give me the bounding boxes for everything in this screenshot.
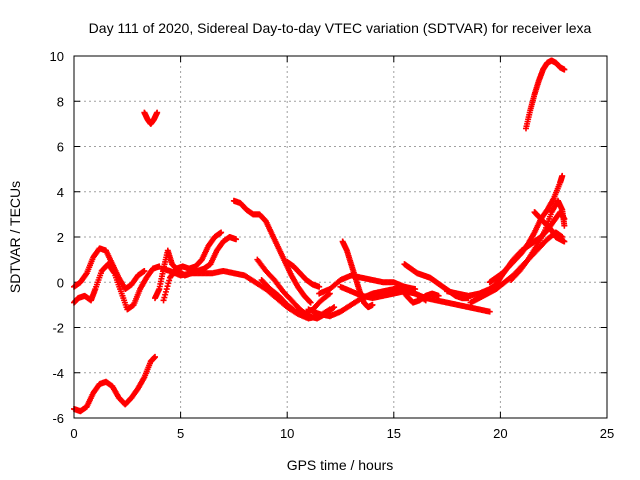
data-point: [316, 283, 323, 290]
data-point: [141, 267, 148, 274]
y-tick-label: 2: [57, 230, 64, 245]
x-tick-label: 25: [600, 426, 614, 441]
data-points: [71, 57, 568, 415]
series-arc-16: [397, 283, 442, 306]
y-tick-label: -2: [52, 321, 64, 336]
x-tick-label: 15: [387, 426, 401, 441]
y-axis-label: SDTVAR / TECUs: [7, 181, 23, 293]
data-point: [486, 308, 493, 315]
y-tick-label: 8: [57, 94, 64, 109]
y-tick-label: 0: [57, 275, 64, 290]
data-point: [307, 299, 314, 306]
data-point: [152, 353, 159, 360]
data-point: [233, 236, 240, 243]
data-point: [218, 229, 225, 236]
data-point: [330, 304, 337, 311]
y-tick-label: 6: [57, 140, 64, 155]
y-tick-label: 10: [50, 49, 64, 64]
x-tick-label: 20: [493, 426, 507, 441]
y-tick-label: -4: [52, 366, 64, 381]
series-arc-4: [141, 109, 161, 127]
y-tick-label: 4: [57, 185, 64, 200]
data-point: [561, 66, 568, 73]
series-arc-2: [71, 245, 148, 293]
series-arc-3: [71, 353, 159, 415]
data-point: [561, 238, 568, 245]
series-arc-1: [71, 261, 163, 313]
x-tick-label: 10: [280, 426, 294, 441]
data-point: [331, 304, 338, 311]
data-point: [154, 109, 161, 116]
data-point: [561, 222, 568, 229]
series-arc-6: [160, 229, 225, 304]
series-arc-23: [522, 57, 568, 132]
data-point: [369, 301, 376, 308]
data-point: [435, 292, 442, 299]
series-arc-20: [486, 172, 566, 286]
series-arc-8: [230, 197, 314, 306]
series-arc-22: [531, 209, 568, 245]
y-tick-label: -6: [52, 411, 64, 426]
x-tick-label: 5: [177, 426, 184, 441]
series-arc-19: [467, 229, 566, 306]
x-axis-label: GPS time / hours: [287, 457, 394, 473]
series-arc-15: [337, 283, 493, 315]
grid: [74, 56, 607, 418]
series-arc-10: [258, 276, 333, 317]
series-arc-21: [508, 197, 568, 283]
plot-frame: [73, 55, 608, 419]
chart-title: Day 111 of 2020, Sidereal Day-to-day VTE…: [89, 20, 592, 36]
data-point: [559, 172, 566, 179]
series-arc-11: [284, 258, 323, 290]
x-tick-label: 0: [70, 426, 77, 441]
